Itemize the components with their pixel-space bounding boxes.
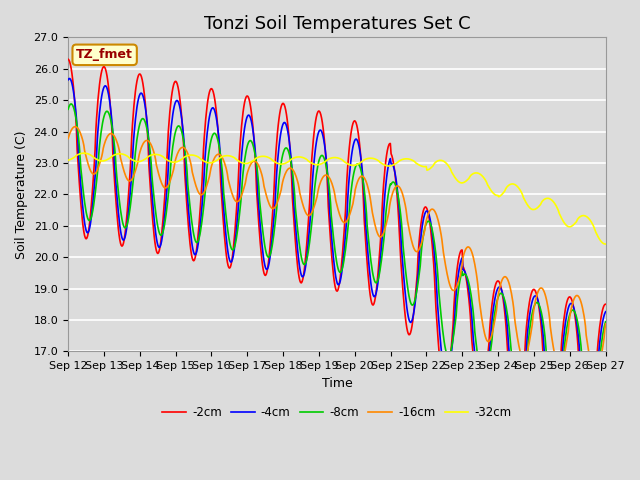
X-axis label: Time: Time [321, 377, 352, 390]
-16cm [64, 136, 72, 142]
-32cm [602, 241, 609, 247]
-4cm [403, 304, 411, 310]
Line: -4cm: -4cm [68, 78, 605, 420]
-16cm [591, 372, 599, 377]
-16cm [130, 172, 138, 178]
-2cm [402, 320, 410, 325]
-2cm [418, 216, 426, 221]
-8cm [130, 171, 138, 177]
-8cm [602, 319, 609, 324]
Y-axis label: Soil Temperature (C): Soil Temperature (C) [15, 130, 28, 259]
-4cm [419, 222, 426, 228]
-2cm [212, 108, 220, 113]
-16cm [213, 152, 221, 158]
-8cm [64, 107, 72, 112]
-32cm [130, 158, 138, 164]
-32cm [403, 156, 411, 162]
-2cm [74, 158, 82, 164]
-4cm [213, 119, 221, 124]
-8cm [75, 136, 83, 142]
-32cm [74, 152, 82, 157]
Line: -16cm: -16cm [68, 127, 605, 374]
-32cm [185, 153, 193, 158]
-16cm [71, 124, 79, 130]
-32cm [419, 164, 426, 169]
-4cm [75, 154, 83, 160]
-2cm [64, 57, 72, 62]
-2cm [129, 111, 137, 117]
Line: -8cm: -8cm [68, 104, 605, 408]
-4cm [66, 75, 74, 81]
-8cm [587, 405, 595, 411]
-32cm [213, 157, 221, 163]
-8cm [419, 239, 426, 244]
-4cm [586, 417, 593, 423]
-2cm [184, 215, 191, 221]
Line: -32cm: -32cm [68, 153, 605, 244]
-4cm [130, 133, 138, 139]
-16cm [185, 153, 193, 158]
-4cm [185, 207, 193, 213]
-4cm [602, 309, 609, 314]
-16cm [75, 127, 83, 132]
Text: TZ_fmet: TZ_fmet [76, 48, 133, 61]
-8cm [403, 278, 411, 284]
-32cm [80, 150, 88, 156]
-4cm [64, 77, 72, 83]
-32cm [64, 157, 72, 163]
Title: Tonzi Soil Temperatures Set C: Tonzi Soil Temperatures Set C [204, 15, 470, 33]
-16cm [602, 321, 609, 327]
-2cm [602, 301, 609, 307]
Legend: -2cm, -4cm, -8cm, -16cm, -32cm: -2cm, -4cm, -8cm, -16cm, -32cm [157, 401, 516, 424]
-8cm [185, 189, 193, 195]
-8cm [67, 101, 75, 107]
-2cm [584, 423, 591, 429]
Line: -2cm: -2cm [68, 60, 605, 426]
-16cm [419, 237, 426, 242]
-8cm [213, 134, 221, 140]
-16cm [403, 212, 411, 218]
